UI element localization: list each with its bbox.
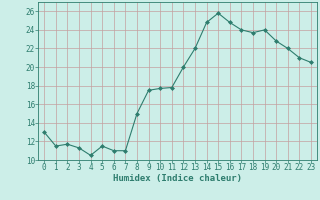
X-axis label: Humidex (Indice chaleur): Humidex (Indice chaleur) — [113, 174, 242, 183]
